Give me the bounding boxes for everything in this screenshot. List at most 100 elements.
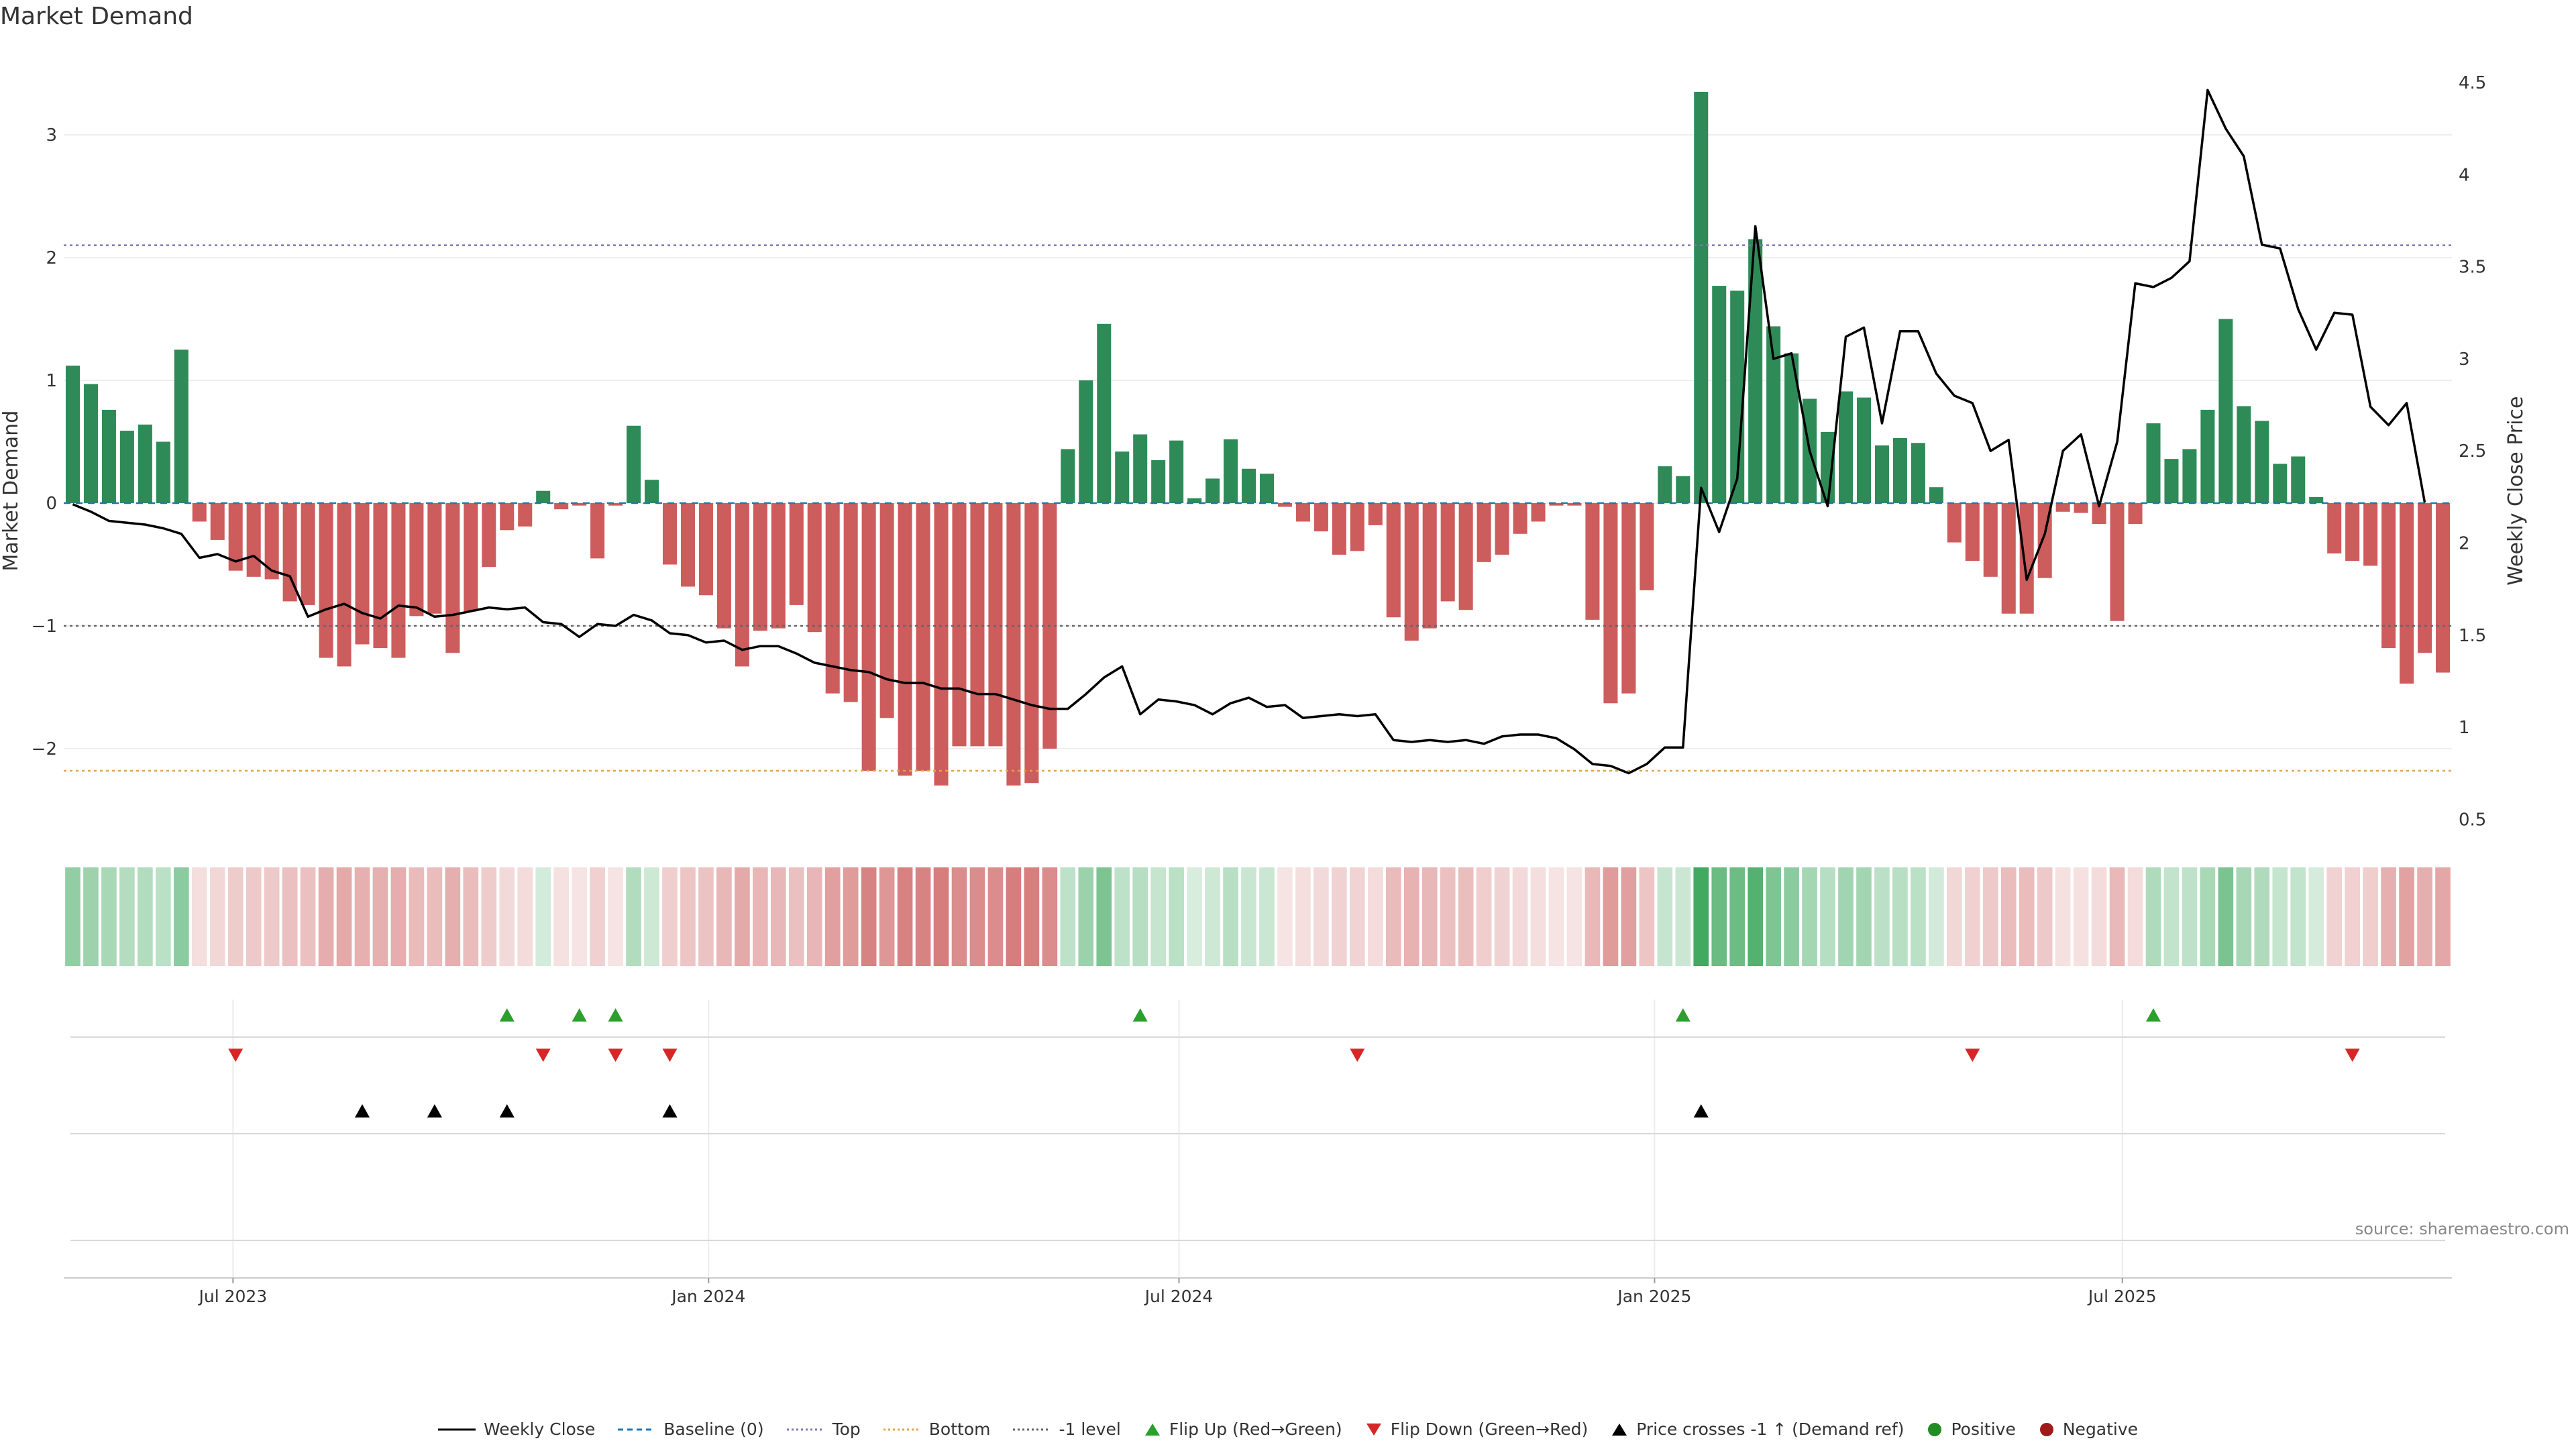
legend-item: Positive — [1927, 1419, 2016, 1439]
heatmap-cell — [1259, 867, 1275, 966]
demand-bar — [1404, 503, 1419, 641]
demand-bar — [409, 503, 424, 616]
demand-bar — [192, 503, 207, 522]
legend-swatch-triangle-up — [1612, 1423, 1627, 1436]
legend-label: Price crosses -1 ↑ (Demand ref) — [1636, 1419, 1904, 1439]
heatmap-cell — [1403, 867, 1419, 966]
heatmap-cell — [1187, 867, 1202, 966]
demand-bar — [1458, 503, 1473, 610]
demand-bar — [2309, 496, 2324, 504]
demand-bar — [373, 503, 388, 648]
demand-bar — [319, 503, 333, 658]
price-cross-marker — [499, 1104, 515, 1118]
heatmap-cell — [1223, 867, 1238, 966]
heatmap-cell — [2290, 867, 2306, 966]
legend-item: Top — [786, 1419, 861, 1439]
heatmap-cell — [2363, 867, 2378, 966]
heatmap-cell — [2145, 867, 2161, 966]
heatmap-cell — [517, 867, 533, 966]
heatmap-cell — [1639, 867, 1655, 966]
y2-tick-label: 3.5 — [2459, 258, 2486, 278]
heatmap-cell — [1711, 867, 1727, 966]
demand-bar — [2182, 449, 2197, 504]
demand-bar — [2164, 459, 2179, 504]
heatmap-cell — [735, 867, 750, 966]
heatmap-cell — [2200, 867, 2216, 966]
heatmap-cell — [2272, 867, 2288, 966]
y2-tick-label: 4 — [2459, 165, 2470, 185]
demand-bar — [898, 503, 912, 776]
heatmap-cell — [1006, 867, 1022, 966]
demand-bar — [825, 503, 840, 694]
demand-bar — [482, 503, 496, 568]
demand-bar — [2001, 503, 2016, 614]
heatmap-cell — [2345, 867, 2360, 966]
demand-bar — [1549, 503, 1564, 506]
legend-label: Bottom — [928, 1419, 991, 1439]
heatmap-cell — [1241, 867, 1256, 966]
heatmap-cell — [1964, 867, 1980, 966]
y-axis-title: Market Demand — [0, 411, 23, 572]
heatmap-cell — [2163, 867, 2180, 966]
heatmap-cell — [572, 867, 587, 966]
legend-label: Top — [832, 1419, 861, 1439]
x-tick-label: Jul 2023 — [197, 1287, 267, 1306]
demand-bar — [337, 503, 352, 667]
demand-bar — [1079, 380, 1093, 504]
heatmap-cell — [173, 867, 189, 966]
legend-swatch-dot — [2039, 1422, 2053, 1436]
legend-swatch-line — [883, 1428, 921, 1430]
heatmap-cell — [1603, 867, 1619, 966]
demand-bar — [2092, 503, 2106, 525]
heatmap-cell — [2236, 867, 2252, 966]
demand-bar — [101, 409, 116, 504]
heatmap-cell — [1150, 867, 1166, 966]
demand-bar — [572, 503, 587, 506]
demand-bar — [1911, 443, 1925, 504]
y2-tick-label: 3 — [2459, 350, 2470, 370]
price-cross-marker — [355, 1104, 370, 1118]
demand-bar — [1766, 326, 1781, 504]
heatmap-cell — [1911, 867, 1926, 966]
demand-bar — [934, 503, 949, 786]
heatmap-cell — [1802, 867, 1817, 966]
demand-bar — [1856, 397, 1872, 504]
heatmap-cell — [1096, 867, 1112, 966]
heatmap-cell — [753, 867, 768, 966]
demand-bar — [789, 503, 804, 605]
demand-bar — [1151, 460, 1166, 504]
y2-tick-label: 2 — [2459, 533, 2470, 553]
x-tick-label: Jan 2025 — [1616, 1287, 1691, 1306]
heatmap-cell — [1693, 867, 1709, 966]
heatmap-cell — [1169, 867, 1184, 966]
heatmap-cell — [1313, 867, 1329, 966]
legend-swatch-line — [437, 1428, 476, 1430]
heatmap-cell — [390, 867, 407, 966]
demand-bar — [427, 503, 442, 614]
demand-bar — [1259, 474, 1275, 504]
demand-bar — [2363, 503, 2378, 566]
heatmap-cell — [83, 867, 99, 966]
heatmap-cell — [1892, 867, 1908, 966]
chart-title: Market Demand — [0, 3, 193, 30]
demand-bar — [916, 503, 930, 771]
heatmap-cell — [1585, 867, 1601, 966]
heatmap-cell — [336, 867, 352, 966]
demand-bar — [391, 503, 406, 658]
heatmap-cell — [1350, 867, 1365, 966]
heatmap-cell — [65, 867, 80, 966]
heatmap-cell — [1784, 867, 1799, 966]
legend-swatch-line — [786, 1428, 824, 1430]
demand-bar — [1531, 503, 1546, 522]
heatmap-cell — [282, 867, 298, 966]
demand-bar — [1838, 391, 1854, 504]
heatmap-cell — [1421, 867, 1438, 966]
heatmap-cell — [481, 867, 497, 966]
demand-bar — [2200, 409, 2215, 504]
demand-bar — [1784, 353, 1799, 504]
heatmap-cell — [318, 867, 334, 966]
heatmap-cell — [843, 867, 859, 966]
legend-swatch-line — [1013, 1428, 1051, 1430]
demand-bar — [1640, 503, 1654, 590]
